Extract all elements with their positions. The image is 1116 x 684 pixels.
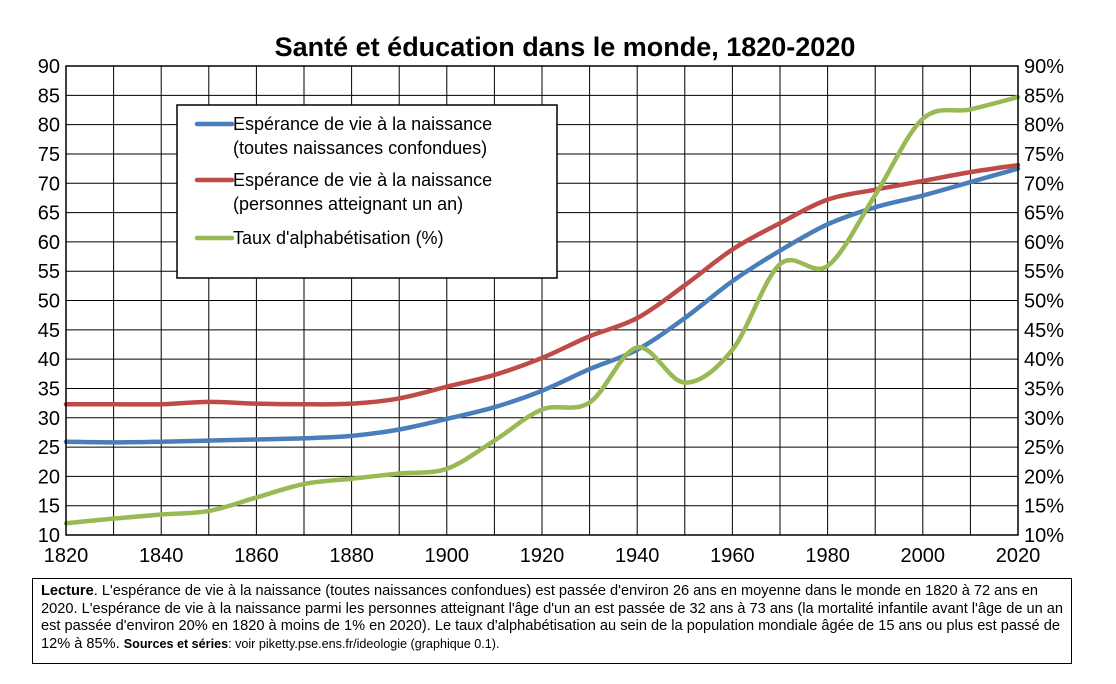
caption-text: . L'espérance de vie à la naissance (tou… (41, 583, 1064, 652)
series-life-expectancy-age-one (63, 162, 1021, 407)
x-tick-label: 1960 (710, 545, 755, 567)
y-tick-label-left: 55 (38, 261, 60, 283)
y-tick-label-left: 70 (38, 173, 60, 195)
y-tick-label-right: 50% (1024, 291, 1064, 313)
legend: Espérance de vie à la naissance (toutes n… (176, 104, 558, 279)
chart-title: Santé et éducation dans le monde, 1820-2… (275, 32, 856, 62)
y-tick-label-left: 10 (38, 525, 60, 547)
legend-label-line2: (personnes atteignant un an) (233, 194, 463, 214)
y-tick-label-right: 15% (1024, 496, 1064, 518)
legend-label: Espérance de vie à la naissance (233, 170, 492, 190)
caption-box: Lecture. L'espérance de vie à la naissan… (32, 578, 1072, 664)
legend-box (176, 104, 558, 279)
plot-frame (65, 65, 1019, 536)
x-tick-label: 1920 (520, 545, 565, 567)
x-tick-label: 1840 (139, 545, 184, 567)
x-tick-label: 1820 (44, 545, 89, 567)
x-tick-label: 1940 (615, 545, 660, 567)
series-life-expectancy-birth (63, 166, 1021, 445)
caption-lead: Lecture (41, 583, 94, 599)
series-literacy-rate (63, 94, 1021, 526)
y-tick-label-right: 70% (1024, 173, 1064, 195)
chart: Santé et éducation dans le monde, 1820-2… (38, 32, 1064, 567)
y-tick-label-right: 40% (1024, 349, 1064, 371)
y-tick-label-right: 55% (1024, 261, 1064, 283)
caption-sources-text: : voir piketty.pse.ens.fr/ideologie (gra… (228, 636, 500, 651)
y-tick-label-right: 75% (1024, 144, 1064, 166)
x-tick-label: 1880 (329, 545, 374, 567)
y-tick-label-left: 85 (38, 85, 60, 107)
legend-label: Espérance de vie à la naissance (233, 114, 492, 134)
y-tick-label-right: 65% (1024, 203, 1064, 225)
y-tick-label-left: 60 (38, 232, 60, 254)
y-tick-label-left: 75 (38, 144, 60, 166)
x-tick-label: 2020 (996, 545, 1041, 567)
x-tick-label: 1900 (425, 545, 470, 567)
y-tick-label-right: 80% (1024, 115, 1064, 137)
legend-label: Taux d'alphabétisation (%) (233, 228, 444, 248)
y-tick-label-right: 20% (1024, 466, 1064, 488)
tick-labels: 1820 1840 1860 1880 1900 1920 1940 1960 1980 2000… (38, 56, 1064, 567)
y-tick-label-left: 80 (38, 115, 60, 137)
y-tick-label-left: 15 (38, 496, 60, 518)
x-tick-label: 2000 (901, 545, 946, 567)
y-tick-label-left: 65 (38, 203, 60, 225)
caption-sources-label: Sources et séries (123, 636, 229, 651)
y-tick-label-left: 20 (38, 466, 60, 488)
y-tick-label-left: 25 (38, 437, 60, 459)
y-tick-label-right: 10% (1024, 525, 1064, 547)
y-tick-label-left: 40 (38, 349, 60, 371)
y-tick-label-right: 25% (1024, 437, 1064, 459)
y-tick-label-left: 35 (38, 378, 60, 400)
y-tick-label-right: 85% (1024, 85, 1064, 107)
y-tick-label-left: 50 (38, 291, 60, 313)
legend-label-line2: (toutes naissances confondues) (233, 138, 487, 158)
x-tick-label: 1980 (805, 545, 850, 567)
y-tick-label-right: 90% (1024, 56, 1064, 78)
y-tick-label-right: 60% (1024, 232, 1064, 254)
series-layer (63, 94, 1021, 526)
y-tick-label-right: 35% (1024, 378, 1064, 400)
y-tick-label-right: 30% (1024, 408, 1064, 430)
y-tick-label-left: 90 (38, 56, 60, 78)
y-tick-label-right: 45% (1024, 320, 1064, 342)
y-tick-label-left: 45 (38, 320, 60, 342)
x-tick-label: 1860 (234, 545, 279, 567)
y-tick-label-left: 30 (38, 408, 60, 430)
